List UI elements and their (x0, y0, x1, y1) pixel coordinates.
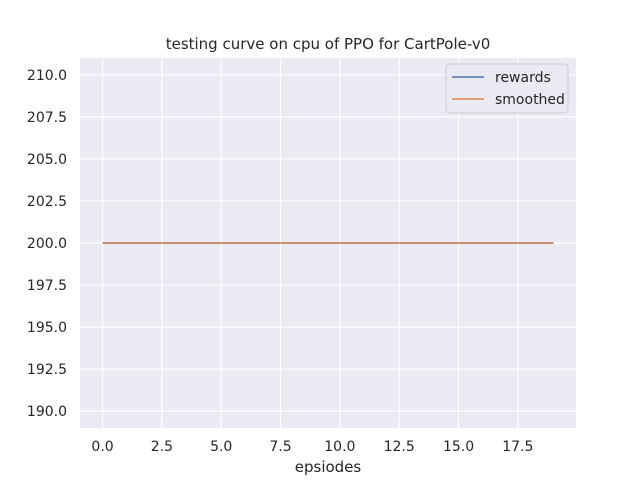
y-tick-label: 210.0 (27, 68, 67, 84)
legend-label-smoothed: smoothed (495, 92, 565, 108)
chart-title: testing curve on cpu of PPO for CartPole… (166, 35, 491, 53)
y-tick-label: 192.5 (27, 362, 67, 378)
x-tick-label: 0.0 (91, 439, 113, 455)
y-tick-label: 207.5 (27, 110, 67, 126)
y-tick-label: 205.0 (27, 152, 67, 168)
x-tick-label: 2.5 (151, 439, 173, 455)
legend-label-rewards: rewards (495, 70, 551, 86)
y-tick-label: 202.5 (27, 194, 67, 210)
legend: rewards smoothed (445, 63, 569, 114)
x-tick-label: 15.0 (443, 439, 474, 455)
grid-lines (80, 58, 576, 428)
x-tick-label: 12.5 (384, 439, 415, 455)
y-tick-label: 190.0 (27, 404, 67, 420)
y-tick-label: 197.5 (27, 278, 67, 294)
x-tick-label: 7.5 (269, 439, 291, 455)
x-tick-label: 5.0 (210, 439, 232, 455)
x-axis-label: epsiodes (295, 458, 362, 476)
tick-labels: 0.0 2.5 5.0 7.5 10.0 12.5 15.0 17.5 190.0 192.5 19… (27, 68, 534, 455)
x-tick-label: 10.0 (324, 439, 355, 455)
y-tick-label: 200.0 (27, 236, 67, 252)
x-tick-label: 17.5 (502, 439, 533, 455)
y-tick-label: 195.0 (27, 320, 67, 336)
